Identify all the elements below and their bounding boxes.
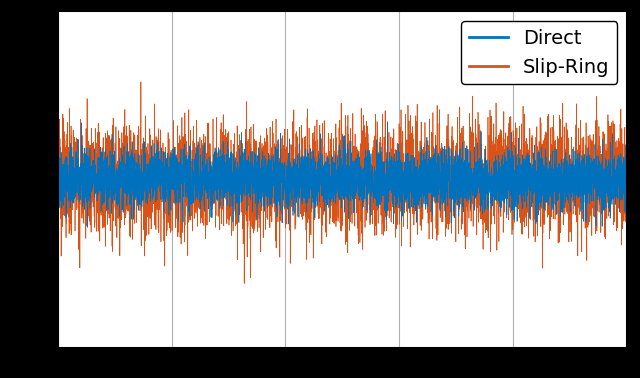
Slip-Ring: [241, 281, 248, 286]
Direct: [157, 146, 165, 150]
Direct: [623, 190, 631, 194]
Direct: [479, 207, 486, 212]
Slip-Ring: [54, 207, 61, 212]
Direct: [84, 225, 92, 229]
Slip-Ring: [522, 195, 530, 199]
Legend: Direct, Slip-Ring: Direct, Slip-Ring: [461, 21, 618, 84]
Line: Slip-Ring: Slip-Ring: [58, 82, 627, 284]
Direct: [271, 144, 279, 149]
Slip-Ring: [623, 214, 631, 219]
Direct: [424, 162, 432, 166]
Line: Direct: Direct: [58, 122, 627, 227]
Direct: [54, 170, 61, 175]
Slip-Ring: [424, 167, 432, 172]
Slip-Ring: [396, 190, 403, 194]
Slip-Ring: [137, 80, 145, 84]
Slip-Ring: [479, 186, 486, 191]
Direct: [396, 205, 403, 210]
Slip-Ring: [271, 156, 279, 161]
Direct: [383, 119, 391, 124]
Slip-Ring: [157, 169, 165, 174]
Direct: [522, 154, 530, 159]
